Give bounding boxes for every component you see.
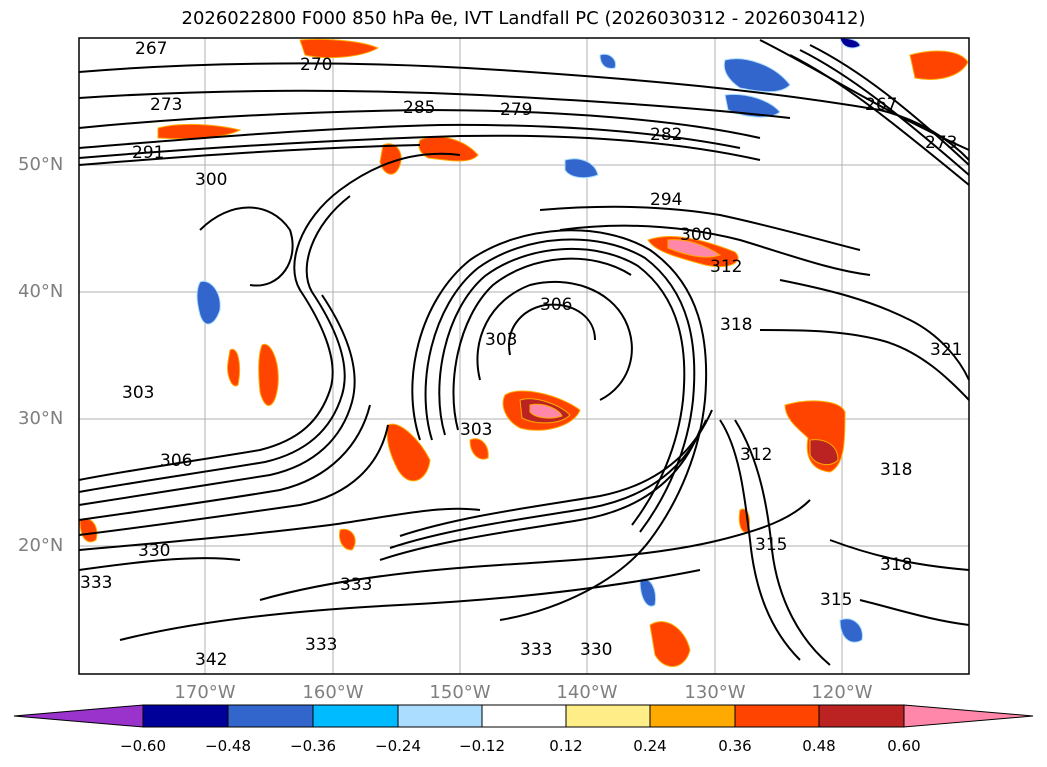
colorbar-tick: −0.24	[375, 737, 421, 755]
lon-label: 120°W	[811, 682, 873, 703]
lat-label: 20°N	[18, 535, 64, 556]
contour-label: 294	[650, 190, 682, 210]
contour-label: 303	[460, 420, 492, 440]
colorbar-low-extend	[13, 704, 144, 728]
contour-label: 312	[710, 257, 742, 277]
colorbar-tick: −0.48	[205, 737, 251, 755]
colorbar-tick: 0.48	[802, 737, 836, 755]
contour-label: 303	[485, 330, 517, 350]
lat-label: 50°N	[18, 154, 64, 175]
contour-label: 333	[340, 575, 372, 595]
colorbar-tick: 0.36	[718, 737, 752, 755]
colorbar-bin	[481, 704, 567, 728]
lat-label: 30°N	[18, 408, 64, 429]
contour-label: 267	[135, 39, 167, 59]
lon-label: 130°W	[684, 682, 746, 703]
colorbar-bin	[227, 704, 314, 728]
colorbar-bin	[649, 704, 736, 728]
colorbar-tick: 0.24	[633, 737, 667, 755]
contour-label: 300	[680, 225, 712, 245]
colorbar	[13, 704, 1034, 728]
contour-label: 318	[880, 555, 912, 575]
colorbar-bin	[565, 704, 651, 728]
lon-label: 150°W	[429, 682, 491, 703]
colorbar-tick: −0.60	[120, 737, 166, 755]
contour-label: 279	[500, 100, 532, 120]
colorbar-bin	[397, 704, 483, 728]
colorbar-bin	[312, 704, 399, 728]
contour-label: 306	[160, 451, 192, 471]
contour-label: 303	[122, 383, 154, 403]
contour-label: 318	[880, 460, 912, 480]
positive-anomaly-shading	[79, 38, 969, 667]
colorbar-bin	[818, 704, 905, 728]
map-title: 2026022800 F000 850 hPa θe, IVT Landfall…	[181, 8, 866, 29]
lat-label: 40°N	[18, 281, 64, 302]
contour-label: 267	[865, 95, 897, 115]
colorbar-bin	[734, 704, 820, 728]
colorbar-high-extend	[903, 704, 1034, 728]
contour-label: 318	[720, 315, 752, 335]
lon-label: 140°W	[556, 682, 618, 703]
negative-anomaly-shading	[196, 37, 863, 643]
contour-label: 306	[540, 295, 572, 315]
contour-label: 333	[305, 635, 337, 655]
contour-label: 315	[755, 535, 787, 555]
contour-label: 291	[132, 143, 164, 163]
colorbar-tick: 0.60	[887, 737, 921, 755]
contour-label: 273	[925, 133, 957, 153]
contour-label: 273	[150, 95, 182, 115]
contour-label: 333	[80, 573, 112, 593]
colorbar-tick: −0.36	[290, 737, 336, 755]
colorbar-tick: −0.12	[459, 737, 505, 755]
theta-e-contours	[78, 39, 970, 666]
contour-label: 333	[520, 640, 552, 660]
contour-label: 270	[300, 55, 332, 75]
contour-label: 330	[138, 541, 170, 561]
contour-labels: 267 273 270 285 279 282 291 300 294 267 …	[80, 39, 962, 670]
map-frame	[78, 37, 970, 675]
lon-label: 160°W	[302, 682, 364, 703]
contour-label: 312	[740, 445, 772, 465]
contour-label: 282	[650, 125, 682, 145]
contour-label: 342	[195, 650, 227, 670]
map-background	[79, 38, 969, 674]
contour-label: 330	[580, 640, 612, 660]
contour-label: 315	[820, 590, 852, 610]
contour-label: 300	[195, 170, 227, 190]
contour-label: 285	[403, 98, 435, 118]
contour-label: 321	[930, 340, 962, 360]
lon-label: 170°W	[174, 682, 236, 703]
colorbar-bin	[142, 704, 229, 728]
colorbar-tick: 0.12	[549, 737, 583, 755]
